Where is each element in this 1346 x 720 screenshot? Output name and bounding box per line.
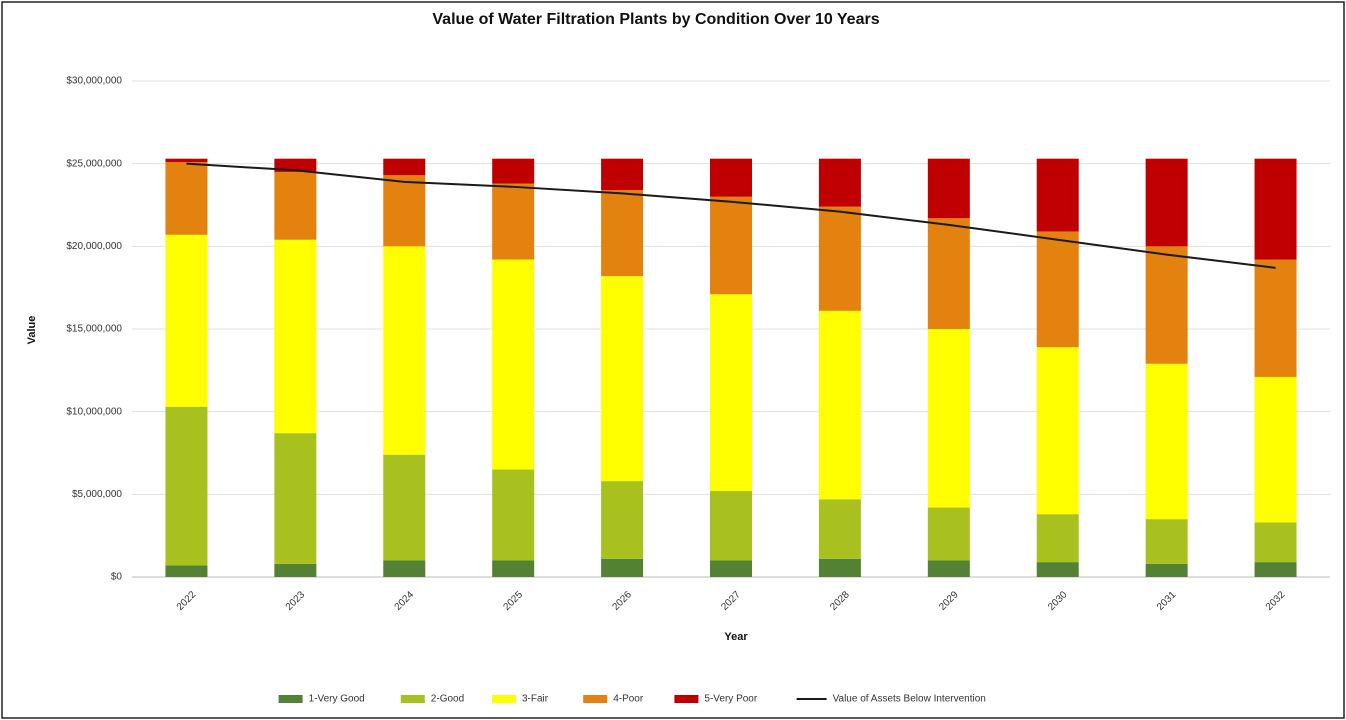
line-series xyxy=(186,162,1276,269)
bar-segment xyxy=(1145,563,1188,577)
bar-segment xyxy=(927,218,970,329)
bar-segment xyxy=(1036,231,1079,348)
bar-segment xyxy=(165,406,208,566)
y-tick-label: $15,000,000 xyxy=(66,324,122,335)
bar-segment xyxy=(710,491,752,561)
legend-swatch xyxy=(492,695,516,703)
legend-label: 5-Very Poor xyxy=(704,694,757,705)
bar-segment xyxy=(1036,562,1079,577)
bar-segment xyxy=(1254,376,1297,523)
y-tick-label: $0 xyxy=(111,572,123,583)
legend-label: 3-Fair xyxy=(522,694,549,705)
bar-segment xyxy=(165,565,208,577)
legend-label: 1-Very Good xyxy=(309,694,365,705)
y-tick-label: $5,000,000 xyxy=(72,489,122,500)
bar-segment xyxy=(1254,259,1297,377)
bar-segment xyxy=(274,158,317,172)
bar-segment xyxy=(1145,158,1188,247)
bar-segment xyxy=(818,158,861,207)
legend-label: 2-Good xyxy=(431,694,464,705)
bar-segment xyxy=(927,507,970,561)
bar-segment xyxy=(601,481,644,559)
bar-segment xyxy=(492,158,535,184)
bar-segment xyxy=(1036,158,1079,232)
y-tick-label: $10,000,000 xyxy=(66,406,122,417)
legend-label: 4-Poor xyxy=(613,694,644,705)
bar-segment xyxy=(274,433,317,564)
bar-segment xyxy=(165,158,208,163)
legend-swatch xyxy=(583,695,608,703)
legend-swatch xyxy=(278,695,303,703)
bar-segment xyxy=(274,171,317,240)
bar-segment xyxy=(1254,158,1297,260)
bar-segment xyxy=(383,175,426,247)
bar-segment xyxy=(383,454,426,561)
bar-segment xyxy=(383,560,426,577)
bar-segment xyxy=(601,158,644,191)
bar-segment xyxy=(710,158,752,197)
legend-swatch xyxy=(400,695,425,703)
bar-segment xyxy=(927,560,970,577)
bar-segment xyxy=(165,234,208,407)
bar-segment xyxy=(601,190,644,277)
chart-title: Value of Water Filtration Plants by Cond… xyxy=(432,11,879,28)
y-tick-label: $20,000,000 xyxy=(66,241,122,252)
bar-segment xyxy=(710,294,752,492)
bar-segment xyxy=(818,310,861,500)
y-tick-label: $30,000,000 xyxy=(66,76,122,87)
bar-segment xyxy=(492,259,535,470)
bar-segment xyxy=(710,560,752,577)
bar-segment xyxy=(1145,246,1188,364)
bar-segment xyxy=(601,276,644,482)
bar-segment xyxy=(1145,519,1188,564)
bar-segment xyxy=(1036,347,1079,515)
y-tick-label: $25,000,000 xyxy=(66,158,122,169)
bar-segment xyxy=(1145,363,1188,520)
bar-segment xyxy=(383,246,426,455)
bar-segment xyxy=(927,329,970,508)
x-axis-label: Year xyxy=(724,631,748,643)
bar-segment xyxy=(383,158,426,176)
bar-segment xyxy=(492,183,535,260)
bar-segment xyxy=(710,196,752,295)
bar-segment xyxy=(818,499,861,559)
bar-segment xyxy=(1254,522,1297,563)
bar-segment xyxy=(492,469,535,561)
bar-segment xyxy=(1036,514,1079,563)
bar-segment xyxy=(492,560,535,577)
bar-segment xyxy=(274,239,317,434)
bar-segment xyxy=(601,558,644,577)
bar-segment xyxy=(927,158,970,219)
bar-segment xyxy=(274,563,317,577)
bar-segment xyxy=(1254,562,1297,577)
legend-swatch xyxy=(674,695,699,703)
bar-segment xyxy=(165,162,208,235)
y-axis-label: Value xyxy=(26,316,38,345)
bar-segment xyxy=(818,206,861,311)
legend-label: Value of Assets Below Intervention xyxy=(833,694,986,705)
bar-segment xyxy=(818,558,861,577)
